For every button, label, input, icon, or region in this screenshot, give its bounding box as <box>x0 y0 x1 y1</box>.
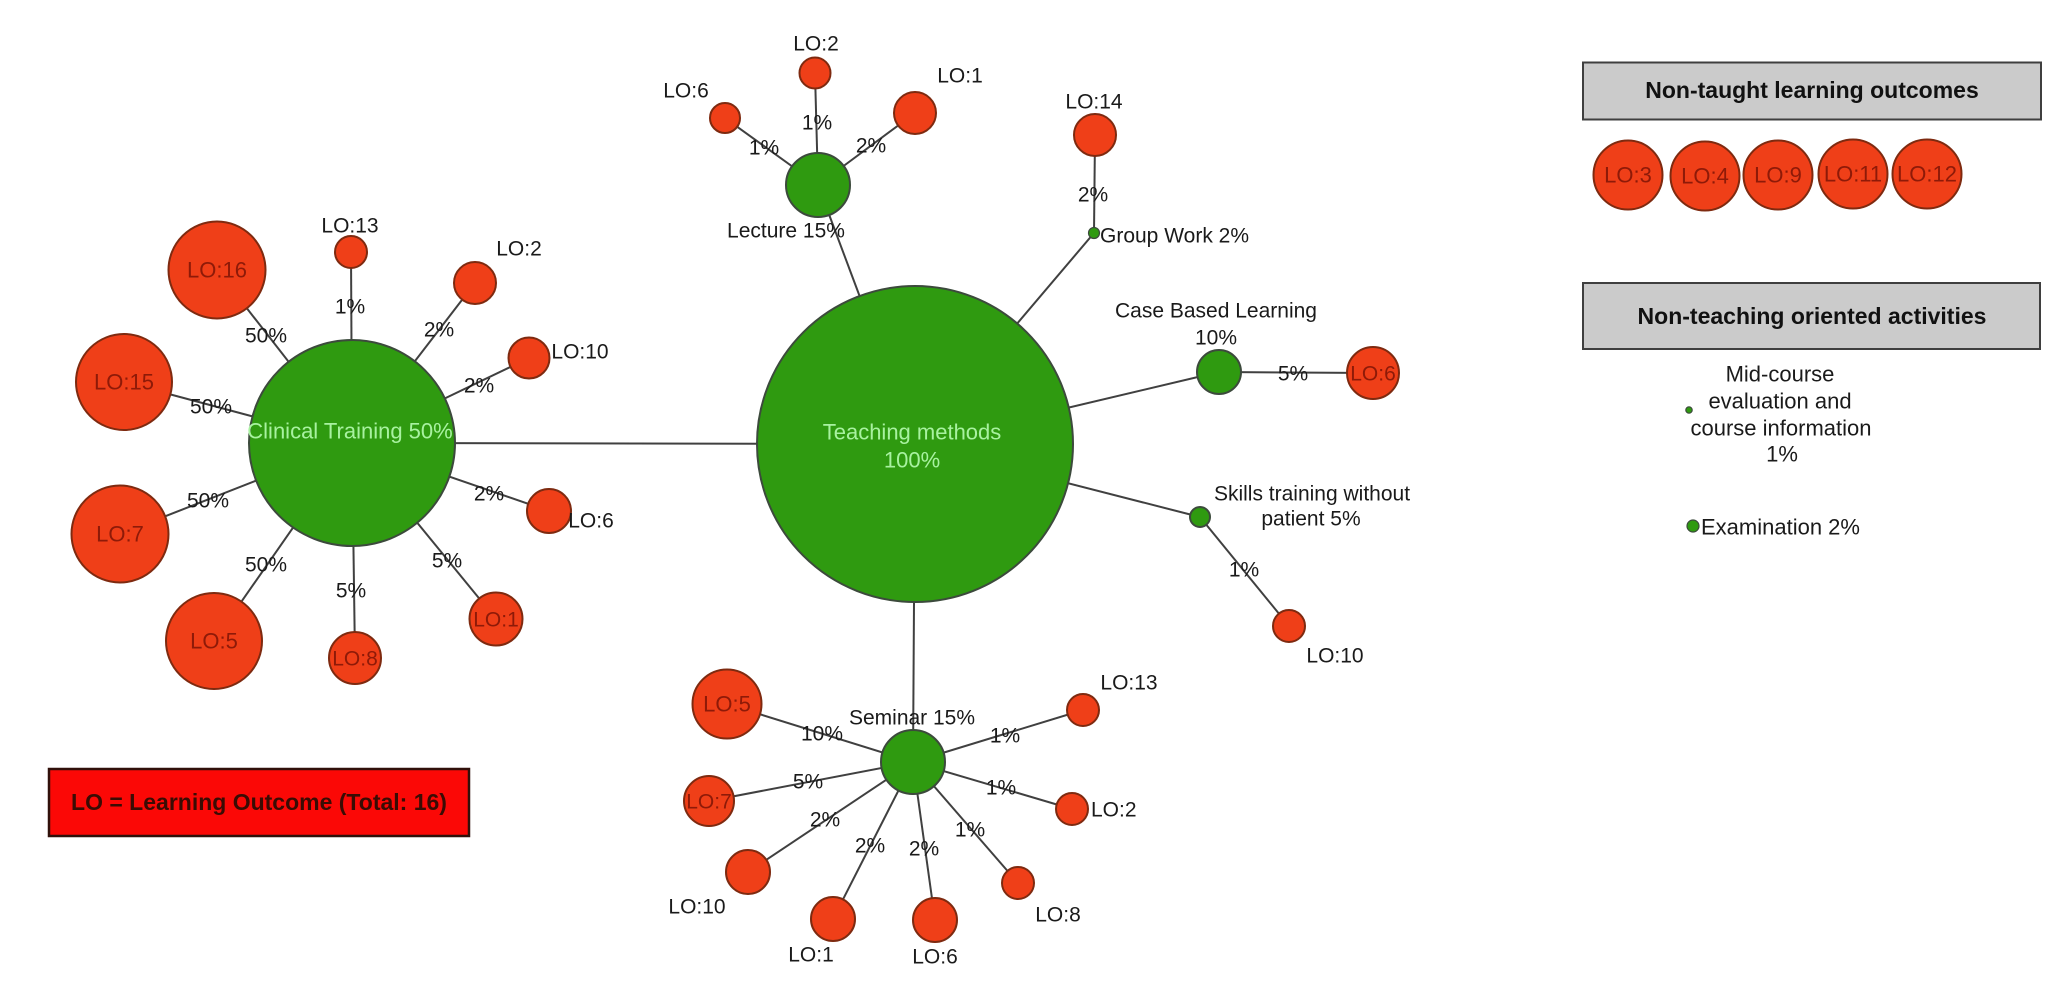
svg-text:LO:16: LO:16 <box>187 258 247 283</box>
svg-text:2%: 2% <box>474 482 504 505</box>
svg-text:5%: 5% <box>432 549 462 572</box>
svg-text:Examination 2%: Examination 2% <box>1701 515 1860 540</box>
svg-text:LO:1: LO:1 <box>788 943 834 966</box>
svg-text:Case Based Learning: Case Based Learning <box>1115 299 1317 322</box>
svg-text:LO:2: LO:2 <box>496 237 542 260</box>
svg-text:LO:8: LO:8 <box>332 647 378 670</box>
svg-text:Clinical Training 50%: Clinical Training 50% <box>247 419 452 444</box>
svg-text:Teaching methods: Teaching methods <box>823 420 1002 445</box>
svg-text:LO:4: LO:4 <box>1681 164 1729 189</box>
svg-text:course information: course information <box>1691 416 1872 441</box>
svg-text:1%: 1% <box>1766 442 1798 467</box>
svg-text:50%: 50% <box>187 489 229 512</box>
svg-text:5%: 5% <box>793 770 823 793</box>
svg-text:LO:10: LO:10 <box>1306 644 1363 667</box>
svg-text:10%: 10% <box>801 722 843 745</box>
svg-text:10%: 10% <box>1195 326 1237 349</box>
svg-text:Group Work 2%: Group Work 2% <box>1100 224 1249 247</box>
svg-text:5%: 5% <box>336 579 366 602</box>
svg-text:LO:11: LO:11 <box>1824 162 1882 187</box>
svg-text:50%: 50% <box>245 553 287 576</box>
svg-text:LO:9: LO:9 <box>1754 163 1802 188</box>
svg-text:LO:8: LO:8 <box>1035 903 1081 926</box>
svg-text:100%: 100% <box>884 448 940 473</box>
svg-text:Non-taught learning outcomes: Non-taught learning outcomes <box>1645 77 1979 103</box>
svg-text:LO:6: LO:6 <box>912 945 958 968</box>
svg-text:LO = Learning Outcome (Total:: LO = Learning Outcome (Total: 16) <box>71 789 447 815</box>
svg-text:2%: 2% <box>1078 183 1108 206</box>
svg-text:LO:13: LO:13 <box>1100 671 1157 694</box>
svg-text:1%: 1% <box>955 818 985 841</box>
svg-text:evaluation and: evaluation and <box>1708 389 1851 414</box>
svg-text:LO:6: LO:6 <box>1350 362 1396 385</box>
svg-text:Mid-course: Mid-course <box>1726 362 1835 387</box>
svg-text:2%: 2% <box>856 134 886 157</box>
svg-text:1%: 1% <box>802 111 832 134</box>
svg-text:5%: 5% <box>1278 362 1308 385</box>
svg-text:Lecture 15%: Lecture 15% <box>727 219 845 242</box>
svg-text:Skills training without: Skills training without <box>1214 482 1410 505</box>
svg-text:2%: 2% <box>810 808 840 831</box>
svg-text:LO:13: LO:13 <box>321 214 378 237</box>
svg-text:LO:7: LO:7 <box>96 522 144 547</box>
svg-text:LO:2: LO:2 <box>793 32 839 55</box>
svg-text:patient 5%: patient 5% <box>1261 507 1360 530</box>
svg-text:LO:14: LO:14 <box>1065 90 1123 113</box>
svg-text:LO:2: LO:2 <box>1091 798 1137 821</box>
svg-text:1%: 1% <box>986 776 1016 799</box>
svg-text:2%: 2% <box>909 837 939 860</box>
svg-text:Non-teaching oriented activiti: Non-teaching oriented activities <box>1638 303 1987 329</box>
svg-text:50%: 50% <box>190 395 232 418</box>
svg-text:1%: 1% <box>749 136 779 159</box>
svg-text:LO:6: LO:6 <box>568 509 614 532</box>
svg-text:LO:15: LO:15 <box>94 370 154 395</box>
svg-text:2%: 2% <box>424 318 454 341</box>
svg-text:LO:5: LO:5 <box>703 692 751 717</box>
svg-text:LO:10: LO:10 <box>551 340 608 363</box>
svg-text:2%: 2% <box>855 834 885 857</box>
svg-text:Seminar 15%: Seminar 15% <box>849 706 975 729</box>
svg-text:1%: 1% <box>990 724 1020 747</box>
svg-text:LO:1: LO:1 <box>473 608 519 631</box>
svg-text:LO:12: LO:12 <box>1897 162 1957 187</box>
svg-text:LO:7: LO:7 <box>686 790 732 813</box>
svg-text:1%: 1% <box>335 295 365 318</box>
svg-text:LO:3: LO:3 <box>1604 163 1652 188</box>
svg-text:2%: 2% <box>464 374 494 397</box>
svg-text:50%: 50% <box>245 324 287 347</box>
svg-text:LO:10: LO:10 <box>668 895 725 918</box>
svg-text:LO:5: LO:5 <box>190 629 238 654</box>
svg-text:LO:1: LO:1 <box>937 64 983 87</box>
svg-text:LO:6: LO:6 <box>663 79 709 102</box>
svg-text:1%: 1% <box>1229 558 1259 581</box>
